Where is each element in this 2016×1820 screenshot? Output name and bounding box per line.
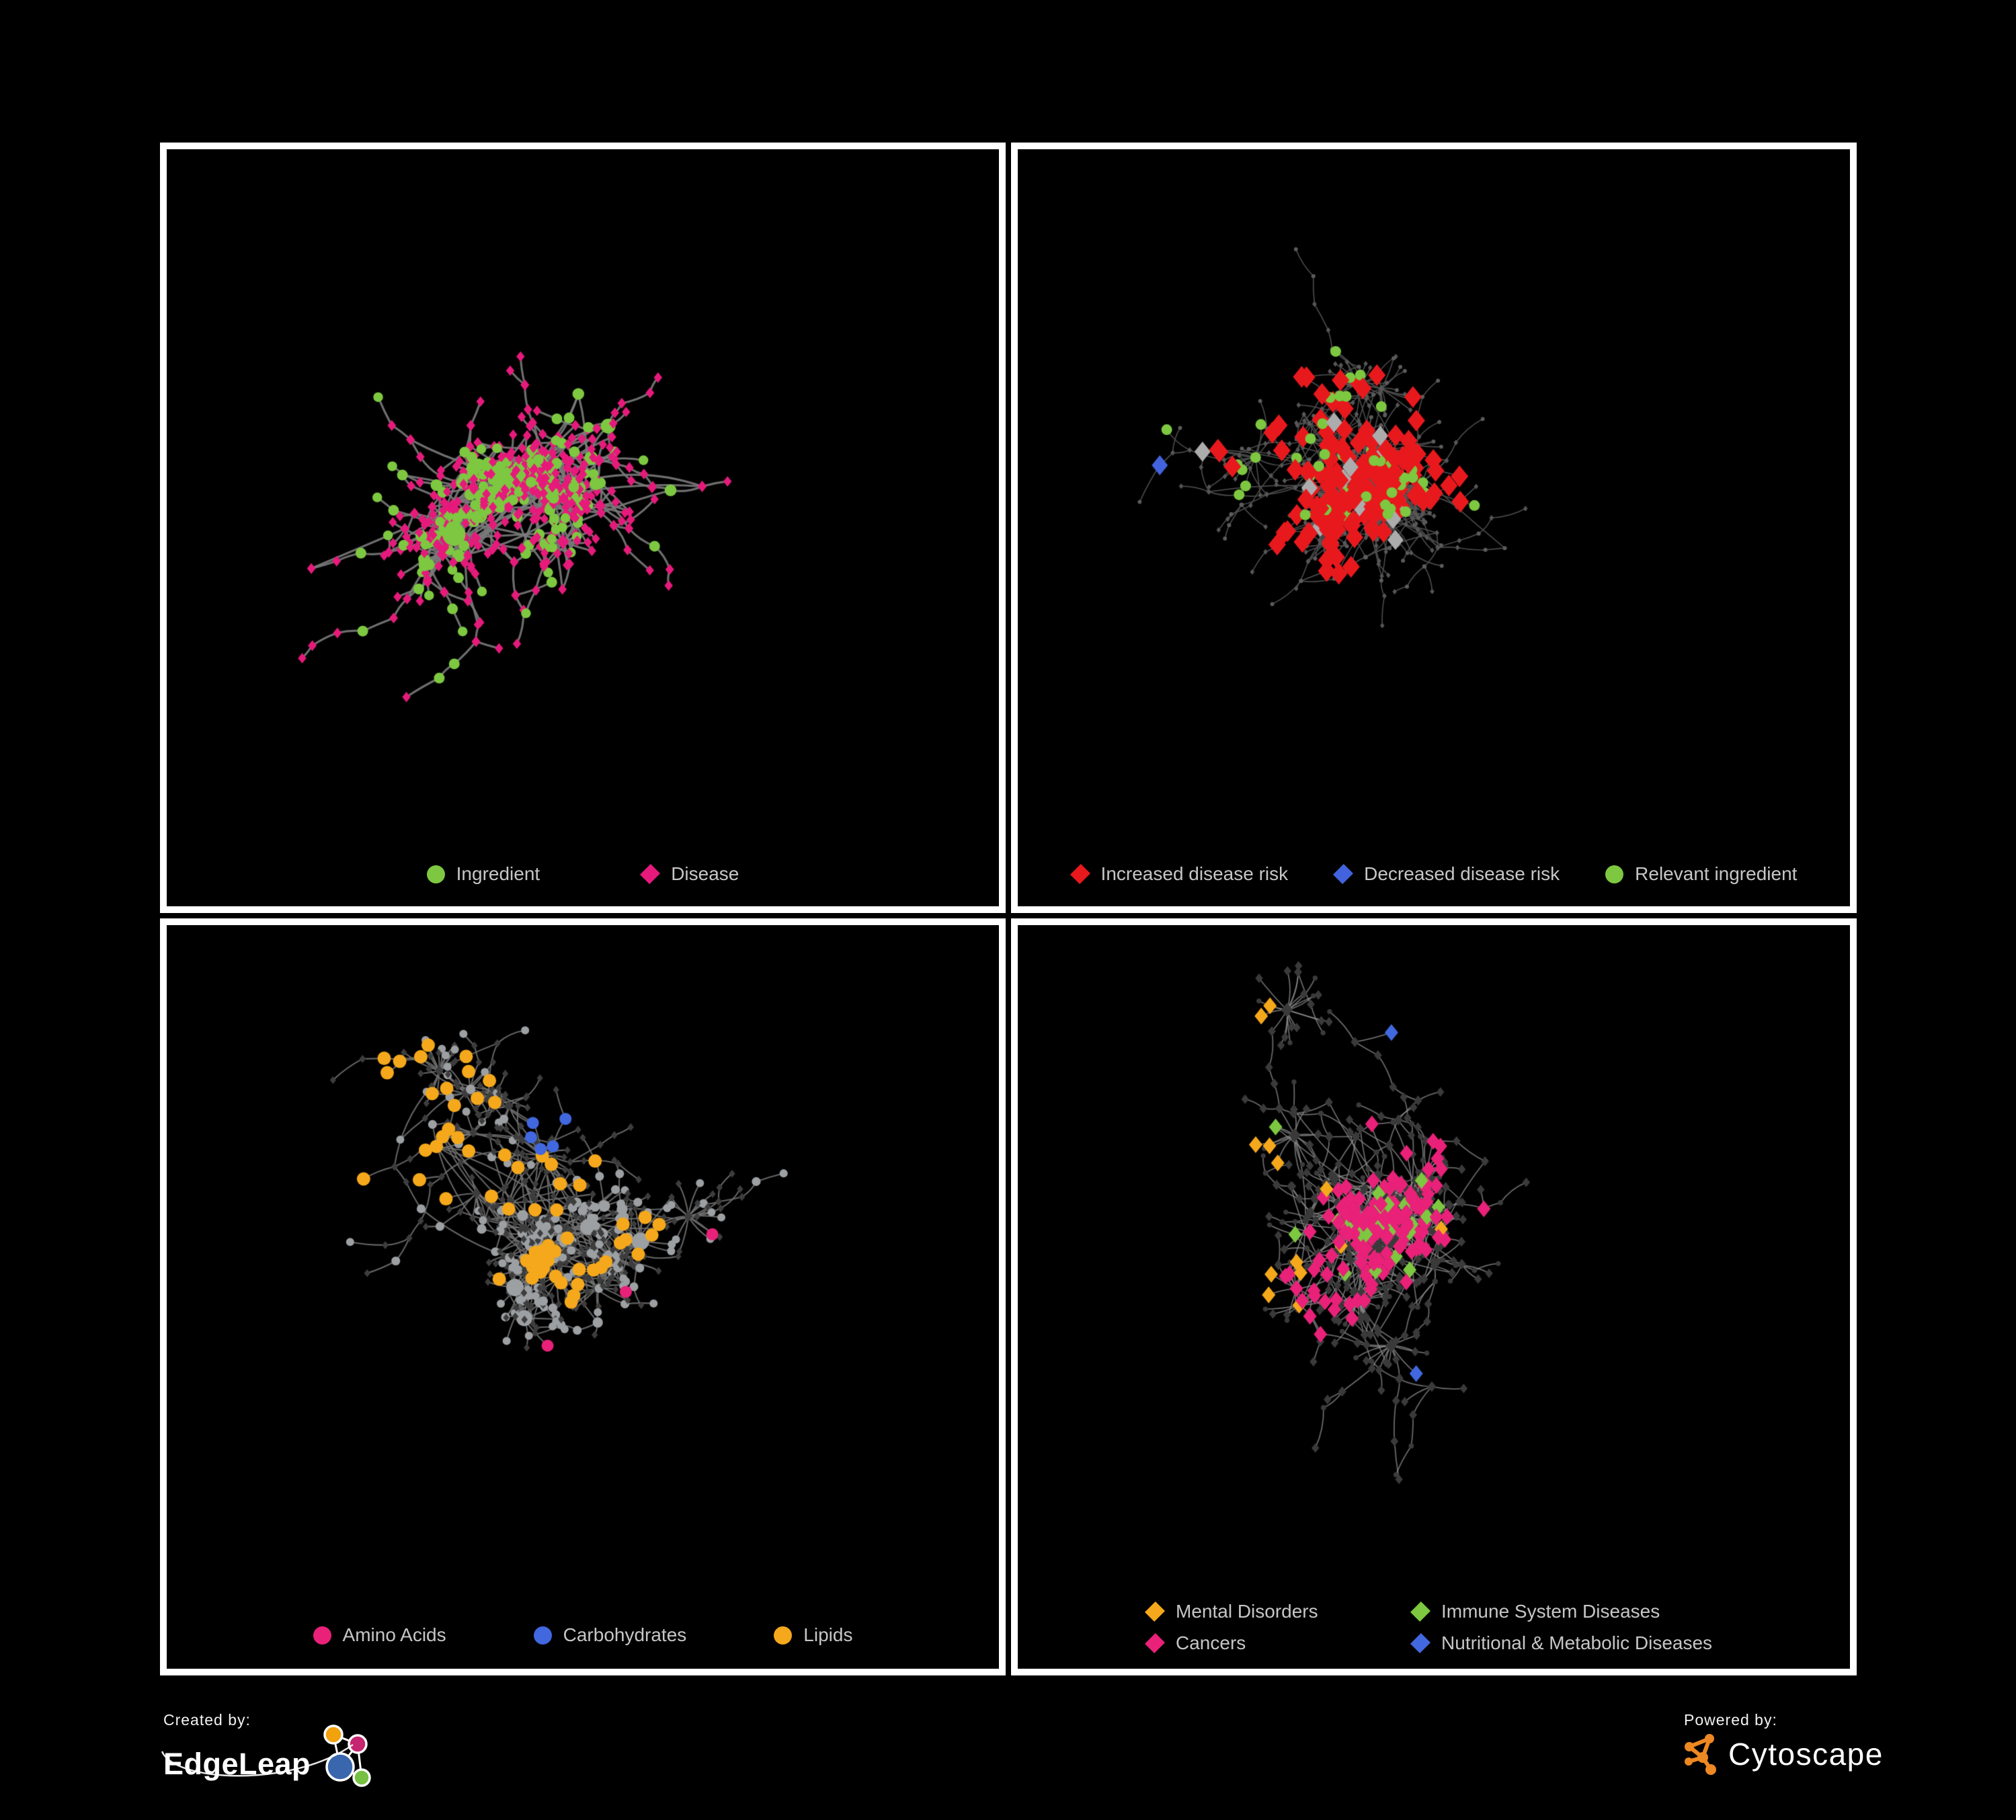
powered-by-label: Powered by: [1684, 1711, 1777, 1729]
legend-item-cancers: Cancers [1145, 1632, 1411, 1654]
edgeleap-brand-text: EdgeLeap [163, 1746, 311, 1781]
legend-label: Carbohydrates [563, 1624, 687, 1645]
cancers-diamond-icon [1145, 1633, 1165, 1653]
panel-disease-risk: Increased disease risk Decreased disease… [1011, 143, 1857, 913]
legend-label: Mental Disorders [1176, 1601, 1318, 1622]
panel-ingredient-disease: Ingredient Disease [160, 143, 1006, 913]
panel-nutrient-classes: Amino Acids Carbohydrates Lipids [160, 918, 1006, 1675]
increased-risk-diamond-icon [1070, 864, 1090, 884]
panel-disease-classes: Mental Disorders Immune System Diseases … [1011, 918, 1857, 1675]
cytoscape-brand-text: Cytoscape [1728, 1737, 1884, 1772]
legend-item-increased-risk: Increased disease risk [1070, 863, 1289, 885]
legend-label: Cancers [1176, 1632, 1246, 1653]
legend-nutrient-classes: Amino Acids Carbohydrates Lipids [167, 1624, 999, 1646]
legend-disease-risk: Increased disease risk Decreased disease… [1018, 863, 1850, 885]
nutritional-metabolic-diamond-icon [1410, 1633, 1430, 1653]
legend-label: Nutritional & Metabolic Diseases [1441, 1632, 1713, 1653]
carbohydrates-circle-icon [533, 1626, 552, 1645]
legend-label: Decreased disease risk [1364, 863, 1560, 884]
legend-label: Relevant ingredient [1635, 863, 1798, 884]
mental-disorders-diamond-icon [1145, 1601, 1165, 1622]
legend-label: Increased disease risk [1100, 863, 1289, 884]
legend-item-immune-system-diseases: Immune System Diseases [1410, 1601, 1712, 1622]
legend-disease-classes: Mental Disorders Immune System Diseases … [1145, 1601, 1712, 1654]
legend-label: Disease [671, 863, 739, 884]
decreased-risk-diamond-icon [1333, 864, 1354, 884]
legend-item-amino-acids: Amino Acids [313, 1624, 446, 1646]
legend-item-decreased-risk: Decreased disease risk [1333, 863, 1560, 885]
legend-label: Ingredient [456, 863, 540, 884]
legend-ingredient-disease: Ingredient Disease [167, 863, 999, 885]
legend-label: Immune System Diseases [1441, 1601, 1660, 1622]
created-by-label: Created by: [163, 1711, 251, 1729]
legend-label: Lipids [803, 1624, 853, 1645]
legend-item-lipids: Lipids [774, 1624, 852, 1646]
legend-item-nutritional-metabolic-diseases: Nutritional & Metabolic Diseases [1410, 1632, 1713, 1654]
immune-diseases-diamond-icon [1410, 1601, 1430, 1622]
legend-item-carbohydrates: Carbohydrates [533, 1624, 687, 1646]
legend-item-mental-disorders: Mental Disorders [1145, 1601, 1411, 1622]
legend-item-relevant-ingredient: Relevant ingredient [1605, 863, 1797, 885]
cytoscape-logo-icon [1685, 1734, 1716, 1775]
network-canvas-disease-classes [1018, 925, 1850, 1669]
legend-label: Amino Acids [342, 1624, 446, 1645]
legend-item-disease: Disease [640, 863, 739, 885]
legend-item-ingredient: Ingredient [426, 863, 540, 885]
network-canvas-ingredient-disease [167, 149, 999, 906]
ingredient-circle-icon [426, 865, 445, 883]
network-canvas-nutrient-classes [167, 925, 999, 1669]
lipids-circle-icon [774, 1626, 793, 1645]
powered-by-lockup: Powered by: Cytoscape [1684, 1711, 1899, 1775]
created-by-lockup: Created by: EdgeLeap [161, 1711, 392, 1794]
disease-diamond-icon [640, 864, 661, 884]
edgeleap-logo-icon [323, 1725, 371, 1787]
amino-acids-circle-icon [313, 1626, 331, 1645]
relevant-ingredient-circle-icon [1605, 865, 1624, 883]
network-canvas-disease-risk [1018, 149, 1850, 906]
